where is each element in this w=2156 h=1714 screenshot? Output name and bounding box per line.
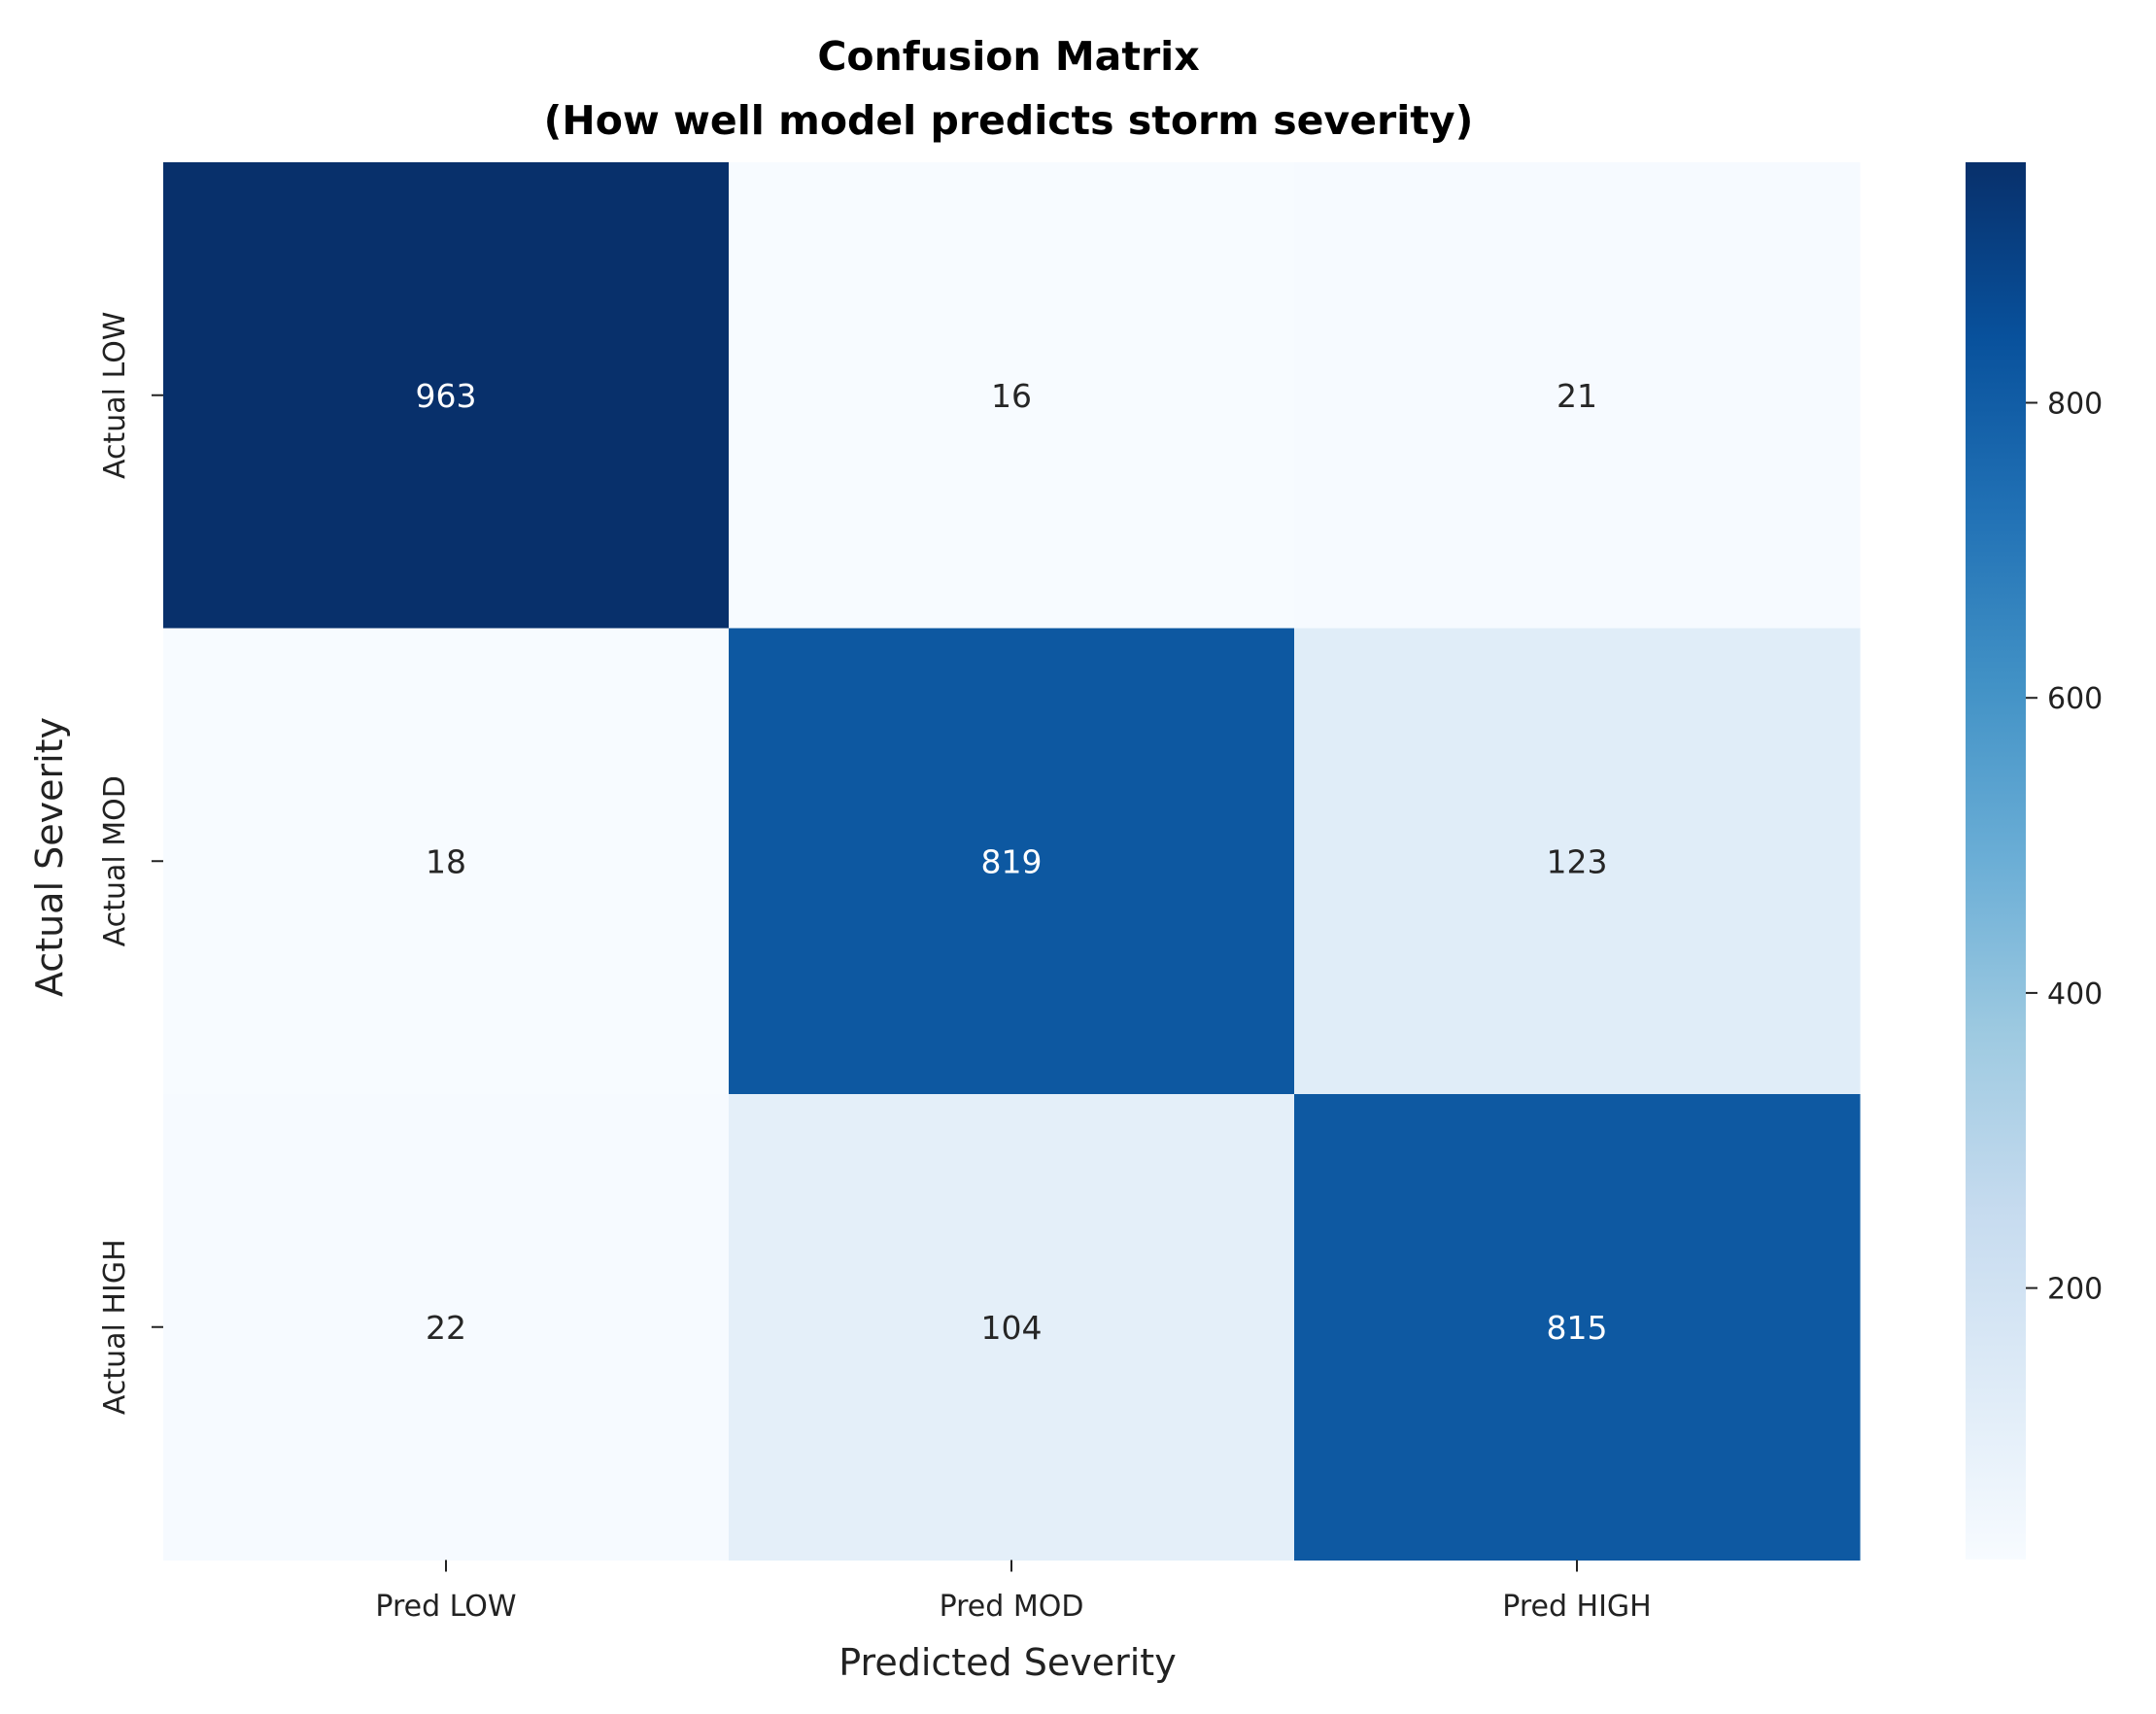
x-tick-label: Pred MOD — [940, 1590, 1084, 1624]
cell-value-label: 963 — [416, 377, 477, 415]
cell-value-label: 819 — [981, 842, 1043, 880]
heatmap-cell-r1-c0 — [163, 628, 730, 1095]
y-tick-label: Actual MOD — [98, 775, 132, 946]
y-tick-label: Actual LOW — [98, 312, 132, 479]
heatmap-cell-r2-c0 — [163, 1094, 730, 1561]
cell-value-label: 123 — [1547, 842, 1608, 880]
y-tick-label: Actual HIGH — [98, 1239, 132, 1415]
colorbar-tick-label: 200 — [2047, 1273, 2103, 1307]
colorbar-ticks: 200 400 600 800 — [2026, 388, 2103, 1307]
chart-title: Confusion Matrix (How well model predict… — [544, 33, 1474, 144]
y-axis-ticks: Actual LOW Actual MOD Actual HIGH — [98, 312, 163, 1415]
cell-value-label: 22 — [426, 1309, 466, 1347]
chart-title-line-1: Confusion Matrix — [817, 33, 1199, 80]
chart-title-line-2: (How well model predicts storm severity) — [544, 97, 1474, 144]
cell-value-label: 104 — [981, 1309, 1043, 1347]
x-tick-label: Pred LOW — [375, 1590, 516, 1624]
colorbar-tick-label: 400 — [2047, 977, 2103, 1011]
colorbar-tick-label: 800 — [2047, 388, 2103, 422]
x-axis-ticks: Pred LOW Pred MOD Pred HIGH — [375, 1560, 1652, 1624]
heatmap-cell-labels: 963 16 21 18 819 123 22 104 815 — [416, 377, 1608, 1347]
heatmap-cell-r2-c1 — [729, 1094, 1295, 1561]
cell-value-label: 18 — [426, 842, 466, 880]
cell-value-label: 21 — [1557, 377, 1597, 415]
colorbar — [1966, 162, 2026, 1560]
x-tick-label: Pred HIGH — [1502, 1590, 1652, 1624]
y-axis-label: Actual Severity — [28, 717, 71, 997]
cell-value-label: 16 — [991, 377, 1032, 415]
heatmap-cell-r1-c1 — [729, 628, 1295, 1095]
heatmap-cell-r2-c2 — [1294, 1094, 1861, 1561]
heatmap-cell-r0-c1 — [729, 162, 1295, 630]
colorbar-tick-label: 600 — [2047, 682, 2103, 716]
x-axis-label: Predicted Severity — [838, 1641, 1176, 1684]
heatmap-cells — [163, 162, 1861, 1561]
heatmap-cell-r0-c2 — [1294, 162, 1861, 630]
heatmap-cell-r1-c2 — [1294, 628, 1861, 1095]
heatmap-cell-r0-c0 — [163, 162, 730, 630]
cell-value-label: 815 — [1547, 1309, 1608, 1347]
